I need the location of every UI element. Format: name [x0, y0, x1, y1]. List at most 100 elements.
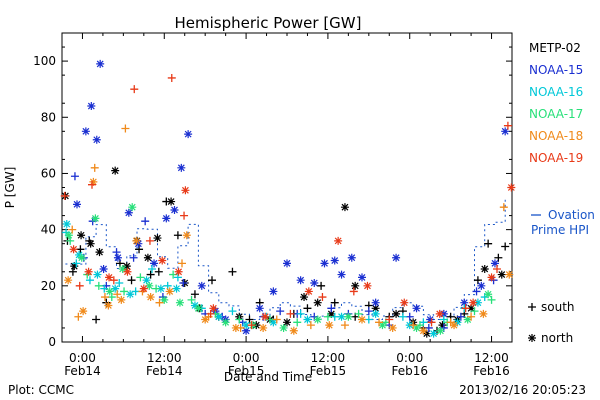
data-point-north [70, 262, 79, 271]
data-point-south [76, 245, 85, 254]
x-tick-label-date: Feb15 [310, 364, 347, 378]
data-point-south [173, 231, 182, 240]
data-point-north [184, 130, 193, 139]
legend-entry: NOAA-19 [529, 151, 583, 165]
data-point-north [177, 163, 186, 172]
data-point-north [242, 321, 251, 330]
y-axis-label: P [GW] [3, 167, 17, 209]
marker-legend-south [528, 303, 536, 311]
data-point-north [261, 312, 270, 321]
data-point-south [148, 264, 156, 273]
data-point-north [412, 304, 421, 313]
data-point-north [479, 309, 488, 318]
data-point-south [94, 281, 103, 290]
data-point-south [306, 321, 315, 330]
data-point-south [484, 239, 493, 248]
data-point-south [127, 276, 136, 285]
data-point-north [490, 259, 499, 268]
data-point-south [409, 321, 418, 330]
data-point-north [104, 301, 113, 310]
data-point-north [64, 231, 73, 240]
data-point-south [85, 276, 94, 285]
data-point-south [180, 211, 189, 220]
data-point-south [293, 318, 302, 327]
data-point-south [135, 245, 144, 254]
legend-entry: NOAA-15 [529, 63, 583, 77]
data-point-south [155, 298, 164, 307]
legend-entry: NOAA-16 [529, 85, 583, 99]
data-point-south [187, 295, 196, 304]
data-point-south [154, 267, 163, 276]
data-point-north [142, 276, 151, 285]
data-point-north [175, 298, 184, 307]
marker-legend-label: south [541, 300, 575, 314]
data-point-north [477, 281, 486, 290]
data-point-north [197, 281, 206, 290]
data-point-north [313, 298, 322, 307]
data-point-south [130, 85, 139, 94]
data-point-north [162, 214, 171, 223]
data-point-north [194, 304, 203, 313]
data-point-south [68, 225, 77, 234]
data-point-north [105, 287, 114, 296]
data-point-north [73, 200, 81, 209]
data-point-south [163, 281, 172, 290]
data-point-north [269, 318, 278, 327]
data-point-north [501, 127, 510, 136]
data-point-south [60, 191, 69, 200]
data-point-south [145, 236, 154, 245]
data-point-north [79, 307, 88, 316]
data-point-north [429, 329, 438, 338]
legend-entry: NOAA-17 [529, 107, 583, 121]
data-point-north [128, 203, 137, 212]
x-tick-label-time: 12:00 [311, 351, 346, 365]
data-point-south [330, 312, 339, 321]
data-point-north [84, 267, 93, 276]
series-noaa-18 [64, 124, 514, 335]
data-point-north [337, 312, 346, 321]
data-point-north [153, 234, 162, 243]
data-point-north [111, 166, 120, 175]
data-point-north [363, 281, 372, 290]
data-point-north [118, 264, 127, 273]
data-point-north [435, 309, 444, 318]
data-point-north [460, 298, 469, 307]
data-point-north [283, 259, 291, 268]
data-point-south [473, 276, 482, 285]
data-point-north [392, 253, 401, 262]
x-tick-label-time: 0:00 [69, 351, 96, 365]
data-point-south [354, 309, 363, 318]
data-point-north [507, 183, 516, 192]
data-point-south [487, 295, 496, 304]
data-point-south [190, 290, 199, 299]
data-point-north [158, 256, 167, 265]
data-point-south [68, 267, 77, 276]
data-point-south [228, 267, 237, 276]
data-point-north [371, 298, 380, 307]
data-point-south [112, 248, 121, 257]
data-point-south [276, 307, 285, 316]
data-point-south [375, 318, 384, 327]
data-point-north [334, 236, 343, 245]
data-point-north [150, 259, 159, 268]
data-point-north [296, 276, 305, 285]
data-point-north [467, 304, 476, 313]
data-point-south [296, 309, 305, 318]
data-point-south [245, 315, 254, 324]
data-point-south [494, 253, 503, 262]
data-point-north [327, 309, 336, 318]
y-tick-label: 0 [48, 335, 56, 349]
plot-source-label: Plot: CCMC [8, 383, 74, 397]
data-point-north [145, 281, 154, 290]
data-point-north [181, 186, 190, 195]
y-tick-label: 100 [33, 54, 56, 68]
data-point-north [172, 284, 181, 293]
data-point-north [122, 262, 131, 271]
series-noaa-19 [60, 73, 516, 330]
x-tick-label-time: 12:00 [147, 351, 182, 365]
data-point-north [117, 295, 126, 304]
data-point-south [286, 309, 295, 318]
data-point-south [173, 273, 182, 282]
chart-title: Hemispheric Power [GW] [175, 14, 362, 32]
